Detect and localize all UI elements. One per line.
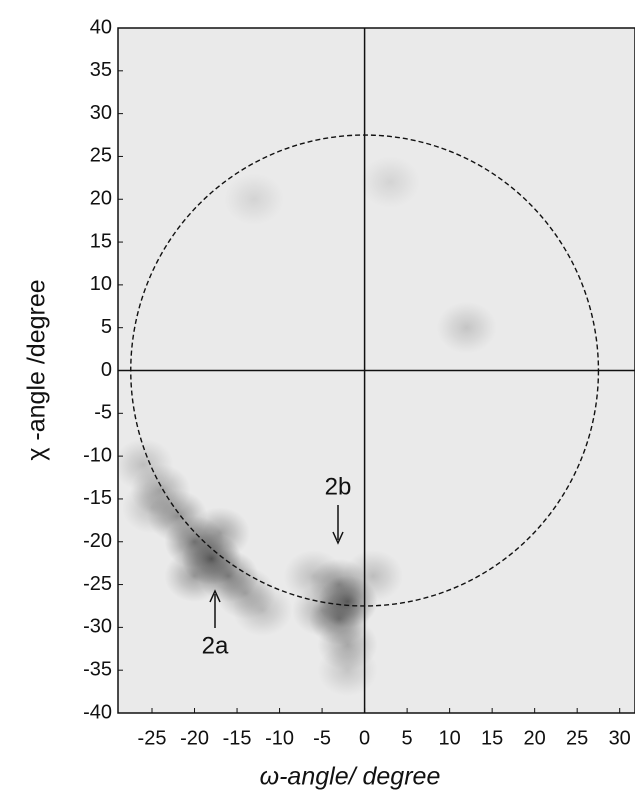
y-tick-label: -25 [83, 573, 112, 595]
y-tick-label: -5 [94, 402, 112, 424]
x-axis-title: ω-angle/ degree [260, 763, 441, 791]
chart: -40 -35 -30 -25 -20 -15 -10 -5 0 5 10 15 20 25 30 35 40 -… [0, 0, 635, 795]
y-tick-label: 20 [90, 188, 112, 210]
y-tick-label: -35 [83, 658, 112, 680]
spot [360, 156, 420, 208]
x-tick-label: -5 [313, 727, 331, 749]
y-tick-label: -15 [83, 487, 112, 509]
spot [224, 173, 284, 225]
spot [437, 302, 497, 354]
y-tick-label: -40 [83, 701, 112, 723]
x-tick-label: -20 [180, 727, 209, 749]
x-tick-label: -10 [265, 727, 294, 749]
spot [122, 482, 182, 534]
x-tick-label: -25 [138, 727, 167, 749]
y-tick-label: -30 [83, 616, 112, 638]
x-tick-label: 10 [439, 727, 461, 749]
spot [190, 507, 250, 559]
annotation: 2a [202, 632, 229, 659]
spot [318, 644, 378, 696]
x-tick-label: 0 [359, 727, 370, 749]
y-tick-label: 25 [90, 145, 112, 167]
y-tick-label: -10 [83, 444, 112, 466]
y-tick-label: 10 [90, 273, 112, 295]
spot [343, 550, 403, 602]
y-axis-title: χ -angle /degree [23, 279, 51, 460]
x-tick-label: -15 [223, 727, 252, 749]
y-tick-label: 35 [90, 59, 112, 81]
spot [292, 584, 352, 636]
y-tick-label: 5 [101, 316, 112, 338]
annotation: 2b [325, 473, 352, 500]
x-tick-label: 5 [402, 727, 413, 749]
y-tick-label: 40 [90, 16, 112, 38]
y-tick-label: -20 [83, 530, 112, 552]
x-tick-label: 30 [609, 727, 631, 749]
y-tick-label: 15 [90, 230, 112, 252]
y-tick-label: 30 [90, 102, 112, 124]
y-tick-label: 0 [101, 359, 112, 381]
x-tick-label: 25 [566, 727, 588, 749]
x-tick-label: 15 [481, 727, 503, 749]
x-tick-label: 20 [524, 727, 546, 749]
